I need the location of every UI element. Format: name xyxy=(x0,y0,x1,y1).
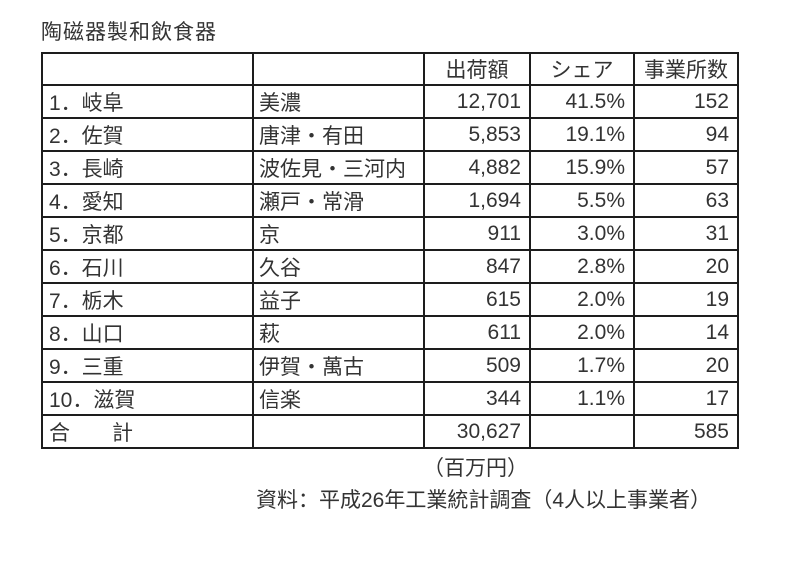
share-cell: 1.7% xyxy=(529,348,635,383)
total-shipment-cell: 30,627 xyxy=(423,414,531,449)
shipment-value-cell: 5,853 xyxy=(423,117,531,152)
table-row: 10．滋賀 信楽 344 1.1% 17 xyxy=(41,381,739,416)
shipment-value-cell: 509 xyxy=(423,348,531,383)
production-area-cell: 美濃 xyxy=(252,84,425,119)
prefecture-cell: 9．三重 xyxy=(41,348,254,383)
establishments-cell: 63 xyxy=(633,183,739,218)
establishments-cell: 31 xyxy=(633,216,739,251)
total-share-cell xyxy=(529,414,635,449)
production-area-cell: 益子 xyxy=(252,282,425,317)
share-cell: 19.1% xyxy=(529,117,635,152)
establishments-cell: 17 xyxy=(633,381,739,416)
production-area-cell: 唐津・有田 xyxy=(252,117,425,152)
shipment-value-cell: 344 xyxy=(423,381,531,416)
establishments-cell: 20 xyxy=(633,249,739,284)
establishments-cell: 14 xyxy=(633,315,739,350)
shipment-value-cell: 611 xyxy=(423,315,531,350)
shipment-value-cell: 1,694 xyxy=(423,183,531,218)
prefecture-cell: 5．京都 xyxy=(41,216,254,251)
prefecture-cell: 8．山口 xyxy=(41,315,254,350)
total-area-cell xyxy=(252,414,425,449)
table-row: 2．佐賀 唐津・有田 5,853 19.1% 94 xyxy=(41,117,739,152)
share-cell: 2.0% xyxy=(529,315,635,350)
prefecture-cell: 4．愛知 xyxy=(41,183,254,218)
table-row: 8．山口 萩 611 2.0% 14 xyxy=(41,315,739,350)
production-area-cell: 信楽 xyxy=(252,381,425,416)
table-row: 7．栃木 益子 615 2.0% 19 xyxy=(41,282,739,317)
table-total-row: 合 計 30,627 585 xyxy=(41,414,739,449)
production-area-cell: 伊賀・萬古 xyxy=(252,348,425,383)
prefecture-cell: 1．岐阜 xyxy=(41,84,254,119)
production-area-cell: 久谷 xyxy=(252,249,425,284)
header-share: シェア xyxy=(529,52,635,86)
share-cell: 3.0% xyxy=(529,216,635,251)
prefecture-cell: 2．佐賀 xyxy=(41,117,254,152)
establishments-cell: 19 xyxy=(633,282,739,317)
share-cell: 1.1% xyxy=(529,381,635,416)
share-cell: 2.0% xyxy=(529,282,635,317)
shipment-value-cell: 911 xyxy=(423,216,531,251)
share-cell: 5.5% xyxy=(529,183,635,218)
shipment-value-cell: 847 xyxy=(423,249,531,284)
production-area-cell: 萩 xyxy=(252,315,425,350)
source-note: 資料：平成26年工業統計調査（4人以上事業者） xyxy=(256,489,712,512)
establishments-cell: 57 xyxy=(633,150,739,185)
table-row: 4．愛知 瀬戸・常滑 1,694 5.5% 63 xyxy=(41,183,739,218)
establishments-cell: 20 xyxy=(633,348,739,383)
shipment-value-cell: 4,882 xyxy=(423,150,531,185)
production-area-cell: 波佐見・三河内 xyxy=(252,150,425,185)
total-establishments-cell: 585 xyxy=(633,414,739,449)
prefecture-cell: 6．石川 xyxy=(41,249,254,284)
total-label-cell: 合 計 xyxy=(41,414,254,449)
table-row: 3．長崎 波佐見・三河内 4,882 15.9% 57 xyxy=(41,150,739,185)
header-prefecture-blank xyxy=(41,52,254,86)
share-cell: 41.5% xyxy=(529,84,635,119)
header-establishments: 事業所数 xyxy=(633,52,739,86)
header-shipment-value: 出荷額 xyxy=(423,52,531,86)
table-row: 1．岐阜 美濃 12,701 41.5% 152 xyxy=(41,84,739,119)
share-cell: 2.8% xyxy=(529,249,635,284)
establishments-cell: 94 xyxy=(633,117,739,152)
prefecture-cell: 3．長崎 xyxy=(41,150,254,185)
production-area-cell: 瀬戸・常滑 xyxy=(252,183,425,218)
page-title: 陶磁器製和飲食器 xyxy=(41,21,217,44)
table-row: 9．三重 伊賀・萬古 509 1.7% 20 xyxy=(41,348,739,383)
establishments-cell: 152 xyxy=(633,84,739,119)
table-row: 5．京都 京 911 3.0% 31 xyxy=(41,216,739,251)
data-table: 出荷額 シェア 事業所数 1．岐阜 美濃 12,701 41.5% 152 2．… xyxy=(41,52,739,449)
table-row: 6．石川 久谷 847 2.8% 20 xyxy=(41,249,739,284)
header-area-blank xyxy=(252,52,425,86)
production-area-cell: 京 xyxy=(252,216,425,251)
prefecture-cell: 10．滋賀 xyxy=(41,381,254,416)
shipment-value-cell: 12,701 xyxy=(423,84,531,119)
shipment-value-cell: 615 xyxy=(423,282,531,317)
prefecture-cell: 7．栃木 xyxy=(41,282,254,317)
share-cell: 15.9% xyxy=(529,150,635,185)
unit-note: （百万円） xyxy=(423,457,528,480)
table-header-row: 出荷額 シェア 事業所数 xyxy=(41,52,739,86)
